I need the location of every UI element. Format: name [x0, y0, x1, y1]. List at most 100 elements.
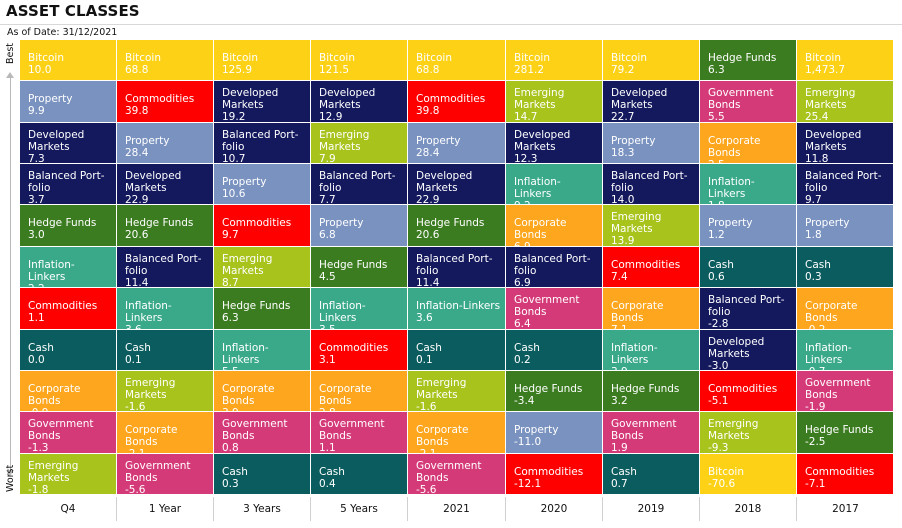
- cell-label: Commodities: [125, 93, 195, 105]
- cell-label: Cash: [319, 466, 345, 478]
- cell-value: 25.4: [805, 111, 829, 123]
- cell-value: 22.9: [125, 194, 149, 205]
- cell-label: Emerging Markets: [611, 211, 662, 235]
- cell-inflation-linkers: Inflation-Linkers2.2: [20, 247, 117, 288]
- cell-label: Hedge Funds: [319, 259, 388, 271]
- cell-label: Balanced Port- folio: [416, 253, 493, 277]
- cell-bitcoin: Bitcoin 125.9: [214, 40, 311, 81]
- cell-label: Government Bonds: [28, 418, 94, 442]
- cell-value: 6.9: [514, 277, 531, 288]
- cell-property: Property 28.4: [408, 123, 506, 164]
- cell-label: Developed Markets: [319, 87, 376, 111]
- cell-label: Balanced Port- folio: [708, 294, 785, 318]
- cell-label: Balanced Port- folio: [805, 170, 882, 194]
- cell-value: 3.7: [28, 194, 45, 205]
- cell-corporate-bonds: Corporate Bonds 7.1: [603, 288, 700, 330]
- period-label: 2018: [700, 497, 797, 521]
- cell-value: 0.1: [416, 354, 433, 366]
- cell-balanced-portfolio: Balanced Port- folio 3.7: [20, 164, 117, 205]
- cell-label: Developed Markets: [708, 336, 765, 360]
- cell-label: Inflation-Linkers: [319, 300, 366, 324]
- cell-cash: Cash 0.0: [20, 330, 117, 371]
- cell-inflation-linkers: Inflation-Linkers-0.7: [797, 330, 894, 371]
- cell-value: 281.2: [514, 64, 545, 76]
- cell-label: Commodities: [416, 93, 486, 105]
- cell-inflation-linkers: Inflation-Linkers 3.6: [117, 288, 214, 330]
- cell-value: 68.8: [416, 64, 440, 76]
- cell-label: Balanced Port- folio: [222, 129, 299, 153]
- cell-cash: Cash 0.3: [214, 454, 311, 495]
- cell-emerging-markets: Emerging Markets 13.9: [603, 205, 700, 247]
- cell-inflation-linkers: Inflation-Linkers 3.5: [311, 288, 408, 330]
- cell-value: 6.9: [514, 241, 531, 247]
- asset-class-grid: Bitcoin 10.0 Property 9.9 Developed Markets 7…: [20, 40, 894, 495]
- cell-developed-markets: Developed Markets 7.3: [20, 123, 117, 164]
- cell-property: Property -11.0: [506, 412, 603, 454]
- rank-axis: Best Worst: [0, 40, 20, 495]
- period-label: 1 Year: [117, 497, 214, 521]
- cell-label: Inflation-Linkers: [222, 342, 269, 366]
- cell-label: Inflation-Linkers: [514, 176, 561, 200]
- cell-value: 11.4: [416, 277, 440, 288]
- cell-label: Balanced Port- folio: [125, 253, 202, 277]
- cell-hedge-funds: Hedge Funds 4.5: [311, 247, 408, 288]
- cell-balanced-portfolio: Balanced Port- folio 6.9: [506, 247, 603, 288]
- cell-label: Balanced Port- folio: [514, 253, 591, 277]
- cell-commodities: Commodities -5.1: [700, 371, 797, 412]
- cell-label: Inflation-Linkers: [416, 300, 501, 312]
- cell-value: 39.8: [125, 105, 149, 117]
- cell-label: Hedge Funds: [416, 217, 485, 229]
- cell-government-bonds: Government Bonds 1.1: [311, 412, 408, 454]
- cell-commodities: Commodities 39.8: [117, 81, 214, 123]
- cell-value: 7.9: [319, 153, 336, 164]
- period-label: 2019: [603, 497, 700, 521]
- cell-value: 22.7: [611, 111, 635, 123]
- cell-bitcoin: Bitcoin 68.8: [117, 40, 214, 81]
- cell-value: 6.3: [708, 64, 725, 76]
- cell-label: Government Bonds: [125, 460, 191, 484]
- cell-value: 12.3: [514, 153, 538, 164]
- cell-commodities: Commodities -12.1: [506, 454, 603, 495]
- cell-government-bonds: Government Bonds -5.6: [408, 454, 506, 495]
- cell-cash: Cash 0.4: [311, 454, 408, 495]
- cell-value: 125.9: [222, 64, 253, 76]
- cell-value: 1.2: [708, 229, 725, 241]
- cell-label: Corporate Bonds: [708, 135, 761, 159]
- cell-cash: Cash 0.2: [506, 330, 603, 371]
- cell-developed-markets: Developed Markets 11.8: [797, 123, 894, 164]
- cell-property: Property 10.6: [214, 164, 311, 205]
- cell-government-bonds: Government Bonds 1.9: [603, 412, 700, 454]
- cell-value: 39.8: [416, 105, 440, 117]
- cell-value: 3.0: [28, 229, 45, 241]
- cell-value: -3.4: [514, 395, 535, 407]
- cell-label: Government Bonds: [319, 418, 385, 442]
- cell-hedge-funds: Hedge Funds 6.3: [700, 40, 797, 81]
- cell-value: 0.3: [805, 271, 822, 283]
- cell-label: Emerging Markets: [416, 377, 467, 401]
- cell-label: Bitcoin: [416, 52, 453, 64]
- cell-label: Bitcoin: [28, 52, 65, 64]
- cell-label: Developed Markets: [125, 170, 182, 194]
- cell-label: Commodities: [708, 383, 778, 395]
- cell-hedge-funds: Hedge Funds 20.6: [408, 205, 506, 247]
- cell-label: Corporate Bonds: [222, 383, 275, 407]
- cell-balanced-portfolio: Balanced Port- folio -2.8: [700, 288, 797, 330]
- cell-value: -0.2: [805, 324, 826, 330]
- cell-label: Corporate Bonds: [514, 217, 567, 241]
- cell-label: Commodities: [805, 466, 875, 478]
- arrow-down-icon: [6, 470, 14, 476]
- cell-cash: Cash 0.6: [700, 247, 797, 288]
- cell-hedge-funds: Hedge Funds -3.4: [506, 371, 603, 412]
- period-label: 2020: [506, 497, 603, 521]
- cell-value: 5.5: [708, 111, 725, 123]
- cell-label: Emerging Markets: [222, 253, 273, 277]
- cell-label: Hedge Funds: [514, 383, 583, 395]
- cell-emerging-markets: Emerging Markets 7.9: [311, 123, 408, 164]
- cell-value: -5.6: [416, 484, 437, 495]
- cell-label: Government Bonds: [611, 418, 677, 442]
- title-divider: [0, 24, 902, 25]
- period-label: Q4: [20, 497, 117, 521]
- cell-value: 5.5: [222, 366, 306, 370]
- cell-commodities: Commodities 7.4: [603, 247, 700, 288]
